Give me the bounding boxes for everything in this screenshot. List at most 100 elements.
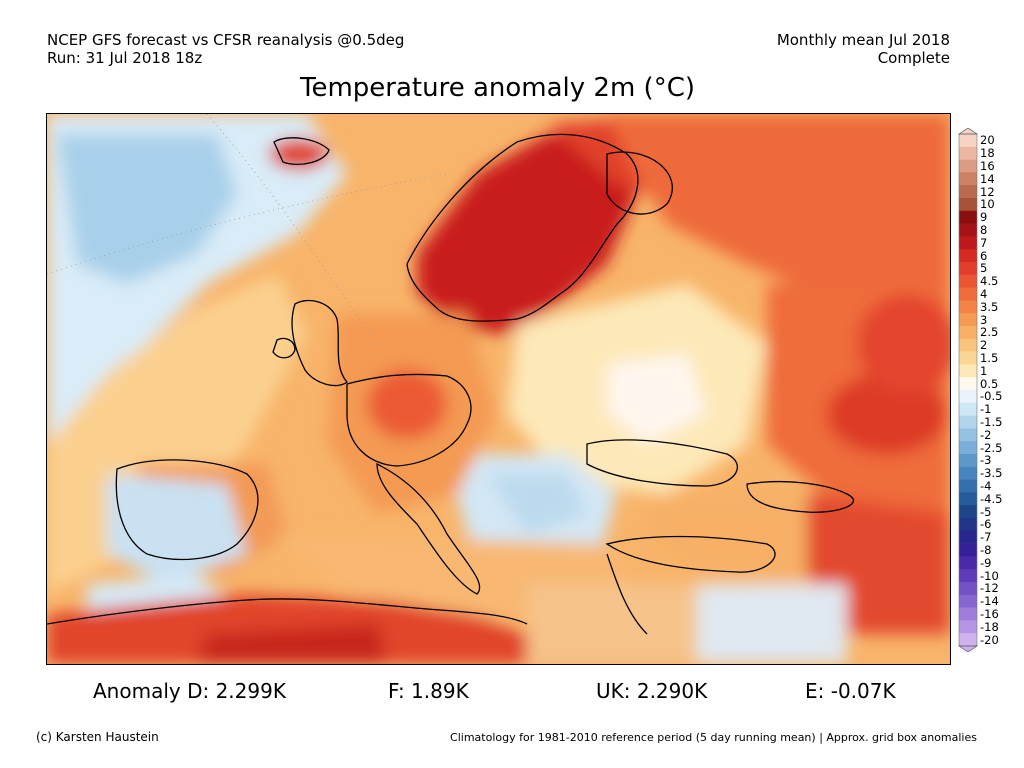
model-description: NCEP GFS forecast vs CFSR reanalysis @0.… <box>47 31 405 49</box>
colorbar-label: -0.5 <box>980 389 1003 404</box>
anomaly-stats: Anomaly D: 2.299K F: 1.89K UK: 2.290K E:… <box>0 679 1024 705</box>
colorbar-label: -12 <box>980 581 999 596</box>
colorbar-swatch <box>959 607 977 621</box>
colorbar-swatch <box>959 415 977 429</box>
colorbar-label: 6 <box>980 248 988 263</box>
colorbar-swatch <box>959 134 977 148</box>
colorbar-swatch <box>959 185 977 199</box>
colorbar-label: 8 <box>980 223 988 237</box>
colorbar-label: 1.5 <box>980 351 999 365</box>
colorbar-swatch <box>959 518 977 532</box>
colorbar-label: -7 <box>980 530 992 545</box>
colorbar-swatch <box>959 364 977 378</box>
colorbar-swatch <box>959 505 977 519</box>
colorbar-swatch <box>959 582 977 596</box>
colorbar-label: -3.5 <box>980 466 1003 481</box>
colorbar-label: 4 <box>980 287 988 301</box>
colorbar-swatch <box>959 326 977 340</box>
colorbar-label: -2 <box>980 427 992 442</box>
colorbar-label: -5 <box>980 504 992 519</box>
colorbar-label: -20 <box>980 632 999 647</box>
colorbar-swatch <box>959 146 977 160</box>
colorbar-label: -10 <box>980 568 999 583</box>
period-label: Monthly mean Jul 2018 <box>776 31 950 49</box>
colorbar-label: -14 <box>980 594 999 609</box>
colorbar-swatch <box>959 390 977 404</box>
colorbar-top-arrow <box>958 128 978 135</box>
colorbar-swatch <box>959 287 977 301</box>
colorbar-label: -6 <box>980 517 992 532</box>
colorbar-swatch <box>959 338 977 352</box>
colorbar-swatch <box>959 479 977 493</box>
copyright: (c) Karsten Haustein <box>36 730 159 744</box>
colorbar-swatch <box>959 594 977 608</box>
colorbar-label: -4.5 <box>980 491 1003 506</box>
colorbar-swatch <box>959 441 977 455</box>
colorbar-label: 9 <box>980 210 988 225</box>
colorbar-swatch <box>959 236 977 250</box>
colorbar-label: 5 <box>980 261 988 276</box>
colorbar-label: 10 <box>980 197 995 212</box>
colorbar-label: 3.5 <box>980 299 999 314</box>
colorbar-label: 0.5 <box>980 376 999 391</box>
colorbar-swatch <box>959 210 977 224</box>
colorbar-label: -18 <box>980 619 999 634</box>
header-right: Monthly mean Jul 2018 Complete <box>777 31 950 67</box>
colorbar-label: 18 <box>980 146 995 161</box>
colorbar-label: 12 <box>980 184 995 199</box>
colorbar: 20 18 16 14 12 10 9 8 7 6 5 4.5 4 3.5 3 2.5 2 1.5 1 0.5 -0.5… <box>958 128 1018 652</box>
colorbar-swatch <box>959 569 977 583</box>
colorbar-swatch <box>959 428 977 442</box>
colorbar-swatch <box>959 262 977 276</box>
header-left: NCEP GFS forecast vs CFSR reanalysis @0.… <box>47 31 404 67</box>
colorbar-label: 2 <box>980 338 988 353</box>
climatology-note: Climatology for 1981-2010 reference peri… <box>450 731 977 744</box>
colorbar-label: -8 <box>980 543 992 557</box>
colorbar-swatch <box>959 351 977 365</box>
colorbar-swatch <box>959 377 977 391</box>
colorbar-swatch <box>959 198 977 212</box>
colorbar-label: -1.5 <box>980 415 1003 429</box>
colorbar-swatch <box>959 159 977 173</box>
run-time: Run: 31 Jul 2018 18z <box>47 49 203 67</box>
colorbar-swatch <box>959 249 977 263</box>
colorbar-label: 7 <box>980 235 988 250</box>
colorbar-swatch <box>959 543 977 557</box>
colorbar-bottom-arrow <box>958 645 978 652</box>
colorbar-swatch <box>959 620 977 634</box>
stat-d: Anomaly D: 2.299K <box>93 679 286 703</box>
stat-uk: UK: 2.290K <box>596 679 708 703</box>
colorbar-label: -16 <box>980 607 999 621</box>
colorbar-swatch <box>959 466 977 480</box>
colorbar-swatch <box>959 223 977 237</box>
colorbar-label: 4.5 <box>980 274 999 289</box>
colorbar-label: 2.5 <box>980 325 999 340</box>
colorbar-label: -4 <box>980 479 992 493</box>
colorbar-label: 16 <box>980 159 995 173</box>
graticule <box>47 114 448 345</box>
map-graphic <box>47 114 950 664</box>
colorbar-swatch <box>959 633 977 647</box>
status-label: Complete <box>877 49 950 67</box>
colorbar-swatch <box>959 492 977 506</box>
coastlines <box>47 133 855 635</box>
colorbar-swatch <box>959 313 977 327</box>
colorbar-swatch <box>959 172 977 186</box>
stat-f: F: 1.89K <box>388 679 469 703</box>
colorbar-label: -3 <box>980 453 992 468</box>
anomaly-field <box>47 114 950 664</box>
colorbar-swatch <box>959 530 977 544</box>
colorbar-label: 20 <box>980 133 995 148</box>
map-title: Temperature anomaly 2m (°C) <box>300 73 695 103</box>
colorbar-label: 1 <box>980 363 988 378</box>
colorbar-label: -9 <box>980 555 992 570</box>
colorbar-swatch <box>959 274 977 288</box>
colorbar-label: -2.5 <box>980 440 1003 455</box>
stat-e: E: -0.07K <box>805 679 896 703</box>
colorbar-swatches <box>958 128 978 652</box>
colorbar-swatch <box>959 454 977 468</box>
colorbar-label: 3 <box>980 312 988 327</box>
colorbar-label: 14 <box>980 171 995 186</box>
colorbar-swatch <box>959 402 977 416</box>
anomaly-map <box>46 113 951 665</box>
